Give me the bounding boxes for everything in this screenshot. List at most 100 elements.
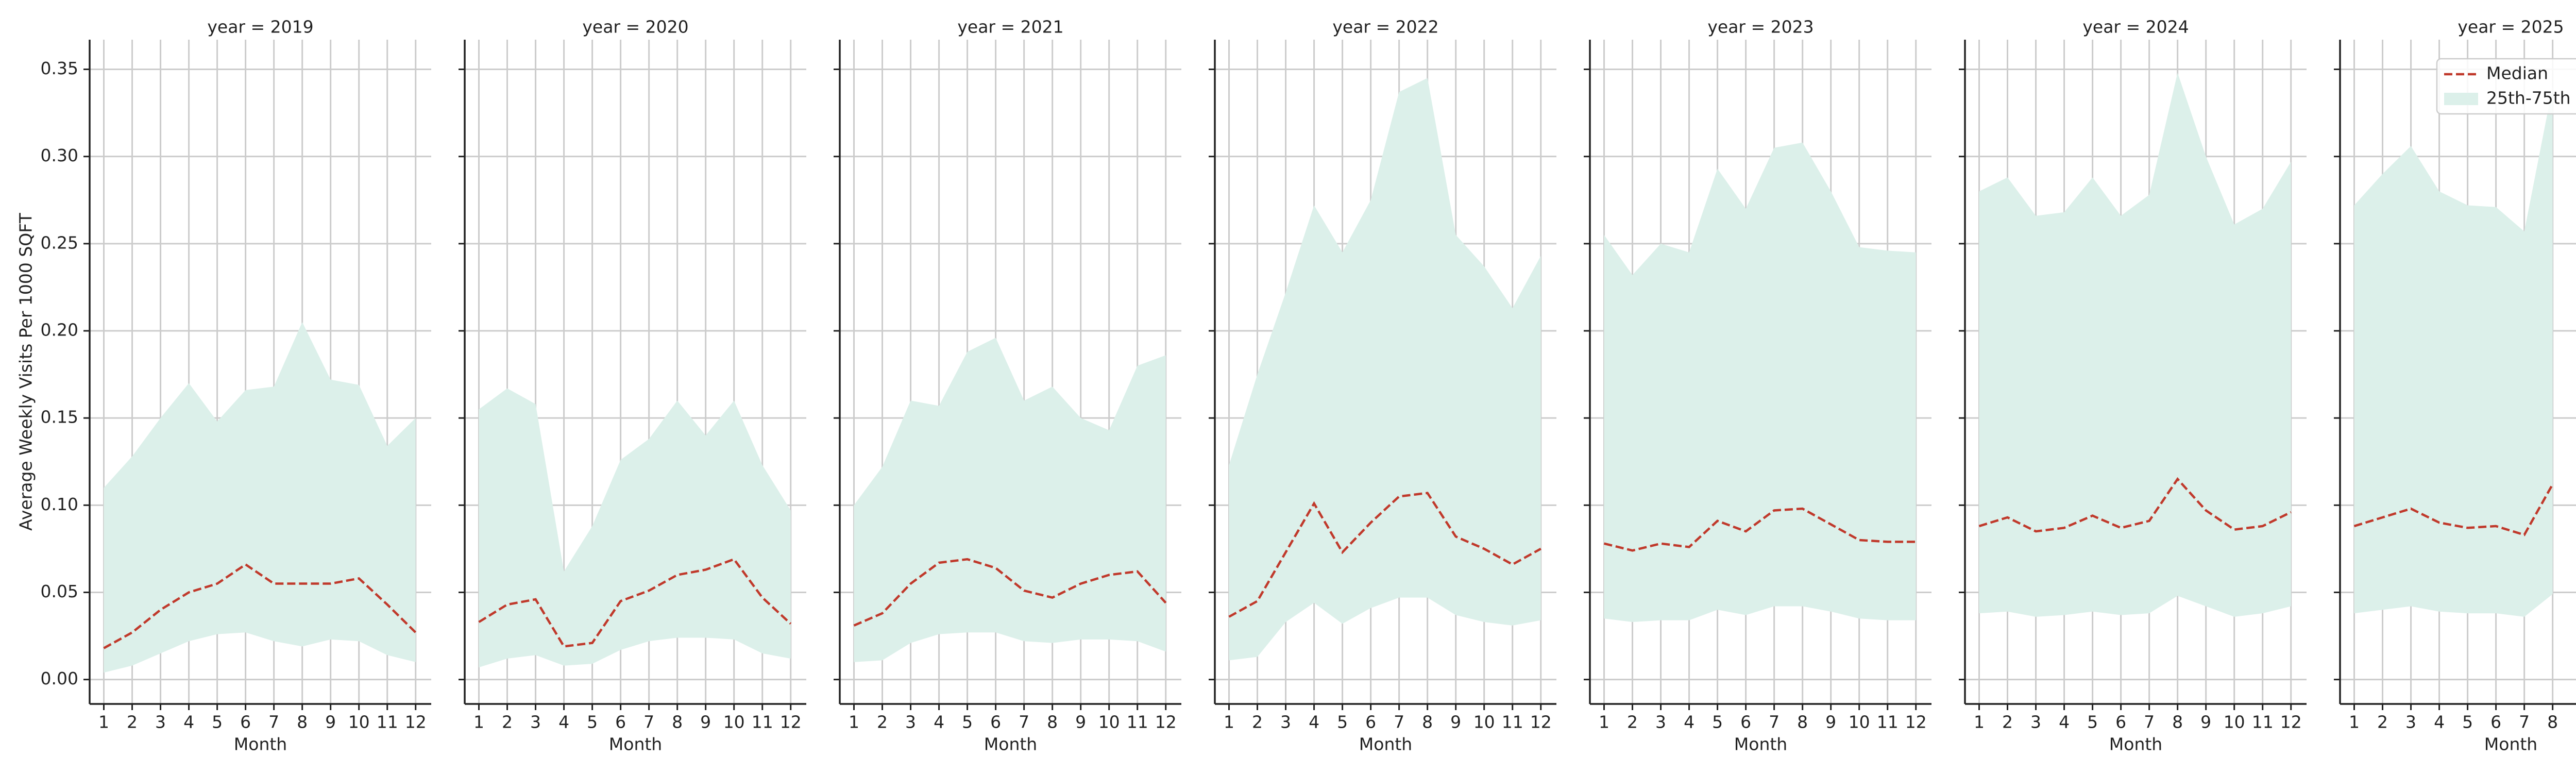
x-axis-label: Month xyxy=(609,734,662,754)
x-tick-label: 3 xyxy=(2030,712,2041,732)
median-line xyxy=(1603,507,1916,552)
y-tick-label: 0.05 xyxy=(41,581,78,601)
x-tick-label: 6 xyxy=(2115,712,2126,732)
x-tick-label: 5 xyxy=(1712,712,1723,732)
x-tick-label: 8 xyxy=(2172,712,2183,732)
x-tick-label: 4 xyxy=(558,712,569,732)
x-tick-label: 2 xyxy=(1252,712,1263,732)
percentile-band xyxy=(2354,87,2553,617)
facet-title: year = 2020 xyxy=(582,17,688,37)
x-tick-label: 9 xyxy=(1825,712,1836,732)
x-tick-label: 5 xyxy=(2462,712,2473,732)
x-tick-label: 12 xyxy=(1530,712,1552,732)
median-line xyxy=(853,558,1167,627)
x-tick-label: 3 xyxy=(1280,712,1291,732)
x-axis-label: Month xyxy=(1359,734,1412,754)
y-tick-label: 0.30 xyxy=(41,145,78,165)
x-tick-label: 2 xyxy=(2002,712,2013,732)
x-tick-label: 7 xyxy=(268,712,279,732)
x-tick-label: 8 xyxy=(672,712,683,732)
legend: Median 25th-75th Percentile xyxy=(2436,58,2576,115)
x-tick-label: 5 xyxy=(962,712,973,732)
facet-title: year = 2023 xyxy=(1707,17,1814,37)
x-tick-label: 7 xyxy=(2144,712,2155,732)
legend-label: 25th-75th Percentile xyxy=(2486,88,2576,108)
x-tick-label: 2 xyxy=(502,712,513,732)
x-tick-label: 12 xyxy=(1905,712,1927,732)
x-tick-label: 3 xyxy=(155,712,166,732)
x-tick-label: 1 xyxy=(473,712,484,732)
x-tick-label: 4 xyxy=(1684,712,1694,732)
x-tick-label: 8 xyxy=(1422,712,1433,732)
median-line xyxy=(1978,477,2292,533)
legend-swatch xyxy=(2444,93,2478,105)
x-tick-label: 1 xyxy=(849,712,859,732)
x-tick-label: 11 xyxy=(1877,712,1899,732)
facet-title: year = 2021 xyxy=(957,17,1063,37)
x-tick-label: 5 xyxy=(1337,712,1348,732)
x-tick-label: 12 xyxy=(405,712,427,732)
x-tick-label: 1 xyxy=(1224,712,1234,732)
x-tick-label: 2 xyxy=(1627,712,1638,732)
x-tick-label: 10 xyxy=(1098,712,1120,732)
x-tick-label: 11 xyxy=(1127,712,1148,732)
y-tick-label: 0.35 xyxy=(41,58,78,78)
x-tick-label: 12 xyxy=(780,712,802,732)
x-tick-label: 10 xyxy=(1849,712,1870,732)
x-tick-label: 10 xyxy=(723,712,745,732)
y-tick-label: 0.00 xyxy=(41,668,78,688)
percentile-band xyxy=(854,338,1166,662)
x-tick-label: 6 xyxy=(240,712,251,732)
x-tick-label: 3 xyxy=(905,712,916,732)
x-tick-label: 9 xyxy=(1075,712,1086,732)
y-tick-label: 0.25 xyxy=(41,232,78,253)
x-tick-label: 10 xyxy=(1473,712,1495,732)
percentile-band xyxy=(479,388,791,667)
x-tick-label: 7 xyxy=(1769,712,1780,732)
x-axis-label: Month xyxy=(1734,734,1787,754)
x-tick-label: 6 xyxy=(615,712,626,732)
x-tick-label: 1 xyxy=(2349,712,2360,732)
facet-title: year = 2024 xyxy=(2082,17,2189,37)
x-tick-label: 5 xyxy=(2087,712,2098,732)
x-tick-label: 4 xyxy=(934,712,944,732)
x-tick-label: 2 xyxy=(877,712,888,732)
x-tick-label: 3 xyxy=(2405,712,2416,732)
x-tick-label: 11 xyxy=(2252,712,2274,732)
x-tick-label: 12 xyxy=(1155,712,1177,732)
median-line xyxy=(1228,492,1541,618)
percentile-band xyxy=(104,322,416,673)
x-tick-label: 9 xyxy=(700,712,711,732)
x-tick-label: 6 xyxy=(2490,712,2501,732)
x-tick-label: 4 xyxy=(2059,712,2070,732)
x-tick-label: 10 xyxy=(2224,712,2245,732)
x-tick-label: 4 xyxy=(1309,712,1319,732)
x-tick-label: 7 xyxy=(2519,712,2530,732)
legend-label: Median xyxy=(2486,63,2548,83)
x-tick-label: 6 xyxy=(1365,712,1376,732)
facet-title: year = 2022 xyxy=(1332,17,1438,37)
x-tick-label: 9 xyxy=(2200,712,2211,732)
x-tick-label: 3 xyxy=(530,712,541,732)
x-axis-label: Month xyxy=(2109,734,2162,754)
y-axis-label: Average Weekly Visits Per 1000 SQFT xyxy=(16,212,36,530)
x-axis-label: Month xyxy=(234,734,287,754)
x-tick-label: 9 xyxy=(325,712,336,732)
x-tick-label: 11 xyxy=(752,712,773,732)
x-tick-label: 1 xyxy=(1599,712,1609,732)
x-tick-label: 3 xyxy=(1655,712,1666,732)
x-tick-label: 11 xyxy=(1502,712,1523,732)
x-tick-label: 11 xyxy=(377,712,398,732)
percentile-band xyxy=(1979,73,2291,617)
x-tick-label: 12 xyxy=(2280,712,2302,732)
x-tick-label: 6 xyxy=(990,712,1001,732)
x-tick-label: 5 xyxy=(587,712,598,732)
x-axis-label: Month xyxy=(984,734,1037,754)
x-tick-label: 7 xyxy=(643,712,654,732)
y-tick-label: 0.15 xyxy=(41,407,78,427)
